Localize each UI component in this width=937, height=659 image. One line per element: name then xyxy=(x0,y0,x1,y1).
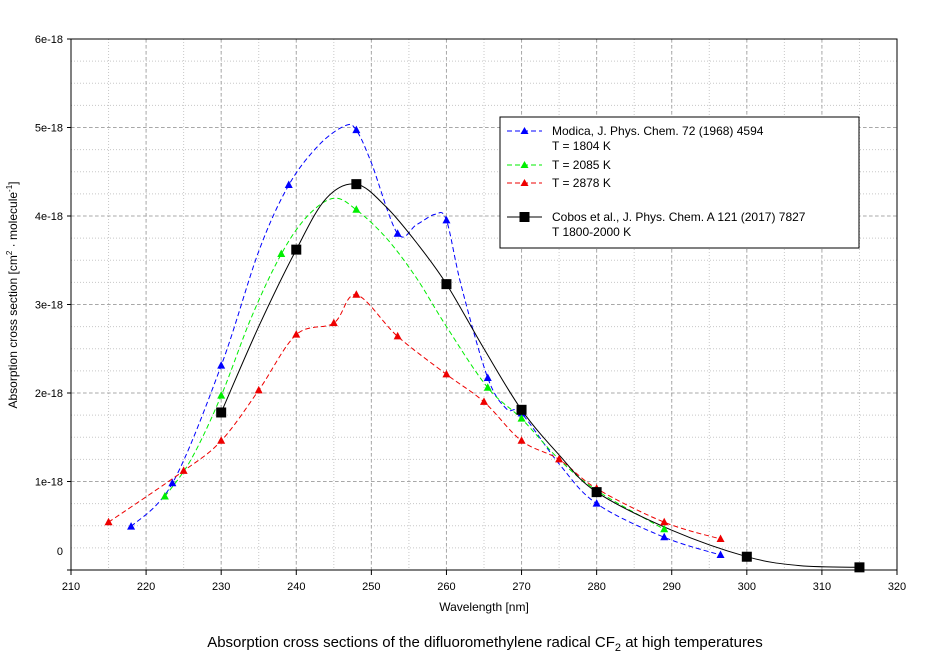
data-point-modica-1804 xyxy=(442,215,451,224)
data-point-modica-2878 xyxy=(555,454,564,463)
data-point-modica-2878 xyxy=(292,330,301,338)
data-point-modica-2878 xyxy=(393,331,402,340)
data-point-modica-2085 xyxy=(517,414,526,422)
data-point-modica-2878 xyxy=(254,385,263,394)
data-point-cobos xyxy=(441,279,452,290)
legend-label-2878: T = 2878 K xyxy=(552,176,611,190)
y-tick-label: 4e-18 xyxy=(35,211,63,223)
major-grid xyxy=(71,39,897,570)
data-point-modica-2085 xyxy=(217,391,226,399)
data-point-cobos xyxy=(291,244,302,255)
data-point-modica-1804 xyxy=(592,499,601,507)
x-axis-label: Wavelength [nm] xyxy=(439,600,529,614)
y-tick-label: 2e-18 xyxy=(35,388,63,400)
data-point-modica-2085 xyxy=(660,524,669,533)
series-line-cobos xyxy=(220,183,860,568)
data-point-modica-2085 xyxy=(352,205,361,213)
x-axis-ticks: 210 220 230 240 250 260 270 280 290 300 310 320 xyxy=(62,570,906,593)
y-tick-label: 6e-18 xyxy=(35,34,63,46)
y-axis-ticks: 0 1e-18 2e-18 3e-18 4e-18 5e-18 6e-18 xyxy=(35,34,71,571)
x-tick-label: 210 xyxy=(62,581,80,593)
data-point-modica-2878 xyxy=(352,290,361,298)
legend-marker-2085 xyxy=(520,161,529,168)
legend-label-cobos-temp: T 1800-2000 K xyxy=(552,225,631,239)
x-tick-label: 260 xyxy=(437,581,455,593)
data-point-modica-2878 xyxy=(329,318,338,327)
y-tick-label: 5e-18 xyxy=(35,123,63,135)
x-tick-label: 230 xyxy=(212,581,230,593)
y-tick-label: 3e-18 xyxy=(35,300,63,312)
data-point-modica-2878 xyxy=(217,436,226,444)
legend-label-modica-1804-temp: T = 1804 K xyxy=(552,139,611,153)
data-point-modica-2878 xyxy=(179,466,188,474)
data-point-modica-2085 xyxy=(483,383,492,391)
data-point-modica-1804 xyxy=(127,522,136,530)
x-tick-label: 290 xyxy=(663,581,681,593)
data-point-cobos xyxy=(351,179,362,190)
data-point-modica-2878 xyxy=(104,517,113,526)
y-tick-label: 0 xyxy=(57,546,63,558)
x-tick-label: 310 xyxy=(813,581,831,593)
data-point-modica-1804 xyxy=(660,532,669,541)
x-tick-label: 300 xyxy=(738,581,756,593)
x-tick-label: 320 xyxy=(888,581,906,593)
data-point-modica-1804 xyxy=(393,229,402,237)
legend-marker-modica-1804 xyxy=(520,127,529,134)
legend-label-cobos: Cobos et al., J. Phys. Chem. A 121 (2017… xyxy=(552,210,806,224)
legend-label-modica-1804: Modica, J. Phys. Chem. 72 (1968) 4594 xyxy=(552,124,764,138)
series-curves xyxy=(108,123,860,568)
data-point-modica-2878 xyxy=(517,436,526,444)
data-point-modica-1804 xyxy=(483,373,492,381)
x-tick-label: 280 xyxy=(587,581,605,593)
y-axis-label: Absorption cross section [cm2 · molecule… xyxy=(5,181,20,408)
data-point-modica-2878 xyxy=(480,397,488,405)
data-point-cobos xyxy=(854,562,865,573)
x-tick-label: 240 xyxy=(287,581,305,593)
x-tick-label: 220 xyxy=(137,581,155,593)
series-markers xyxy=(104,125,865,573)
y-tick-label: 1e-18 xyxy=(35,477,63,489)
data-point-modica-2085 xyxy=(277,249,286,258)
x-tick-label: 270 xyxy=(512,581,530,593)
legend-box xyxy=(499,116,860,249)
data-point-modica-1804 xyxy=(168,478,177,487)
data-point-modica-2878 xyxy=(716,534,725,543)
data-point-modica-2085 xyxy=(160,492,169,500)
legend-label-2085: T = 2085 K xyxy=(552,158,611,172)
data-point-cobos xyxy=(591,487,602,498)
series-line-modica-1804 xyxy=(130,123,721,556)
data-point-cobos xyxy=(741,551,752,562)
data-point-modica-1804 xyxy=(217,361,226,369)
x-tick-label: 250 xyxy=(362,581,380,593)
data-point-cobos xyxy=(516,404,527,415)
data-point-modica-1804 xyxy=(716,550,725,558)
data-point-cobos xyxy=(216,407,227,418)
series-line-modica-2878 xyxy=(108,294,721,540)
series-line-modica-2085 xyxy=(164,197,665,530)
data-point-modica-1804 xyxy=(352,125,361,134)
legend-marker-2878 xyxy=(520,179,529,186)
legend-marker-cobos xyxy=(519,212,530,222)
data-point-modica-2878 xyxy=(442,369,451,378)
legend: Modica, J. Phys. Chem. 72 (1968) 4594 T … xyxy=(499,116,860,249)
data-point-modica-2878 xyxy=(660,517,669,526)
data-point-modica-1804 xyxy=(284,180,293,189)
figure-caption: Absorption cross sections of the difluor… xyxy=(207,634,763,654)
